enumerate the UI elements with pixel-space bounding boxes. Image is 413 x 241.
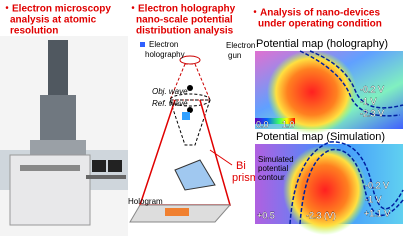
diagram-label: gun (228, 51, 241, 60)
heading-line: distribution analysis (136, 26, 234, 37)
map-label: +1.1 V (364, 208, 390, 218)
potential-map (255, 141, 404, 235)
map-label: -1 V (365, 194, 382, 204)
heading-line: ・Electron microscopy (2, 4, 111, 15)
map-label: potential (258, 164, 288, 173)
map-label: 1.0 (282, 119, 295, 129)
diagram-label: prism (232, 172, 259, 184)
heading-line: under operating condition (258, 19, 382, 30)
map-label: -1 V (360, 96, 377, 106)
map-label: -0.2 V (360, 84, 384, 94)
map-label: -0.2 V (365, 180, 389, 190)
diagram-label: Electron (226, 41, 255, 50)
figure: ・Electron microscopy analysis at atomic … (0, 4, 404, 236)
page: ・Electron microscopy analysis at atomic … (0, 3, 404, 236)
diagram-label: Hologram (128, 197, 163, 206)
diagram-label: Bi (236, 160, 246, 172)
diagram-label: Ref. wave (152, 99, 188, 108)
heading-line: analysis at atomic (10, 15, 97, 26)
diagram-label: Electron (149, 40, 178, 49)
map-title: Potential map (Simulation) (256, 131, 385, 143)
map-label: -2.3 (V) (306, 210, 336, 220)
potential-map (255, 50, 404, 134)
heading-line: ・Electron holography (128, 4, 236, 15)
map-label: contour (258, 173, 285, 182)
heading-line: resolution (10, 26, 58, 37)
map-label: 0.0 (256, 119, 269, 129)
map-title: Potential map (holography) (256, 38, 388, 50)
map-label: Simulated (258, 155, 294, 164)
holography-diagram (129, 42, 233, 223)
heading-line: nano-scale potential (136, 15, 233, 26)
map-label: -2.3 V (360, 108, 384, 118)
microscope-photo (0, 36, 128, 236)
heading-line: ・Analysis of nano-devices (250, 8, 380, 19)
diagram-label: Obj. wave (152, 87, 188, 96)
diagram-label: holography (145, 50, 185, 59)
map-label: +0.5 (257, 210, 275, 220)
